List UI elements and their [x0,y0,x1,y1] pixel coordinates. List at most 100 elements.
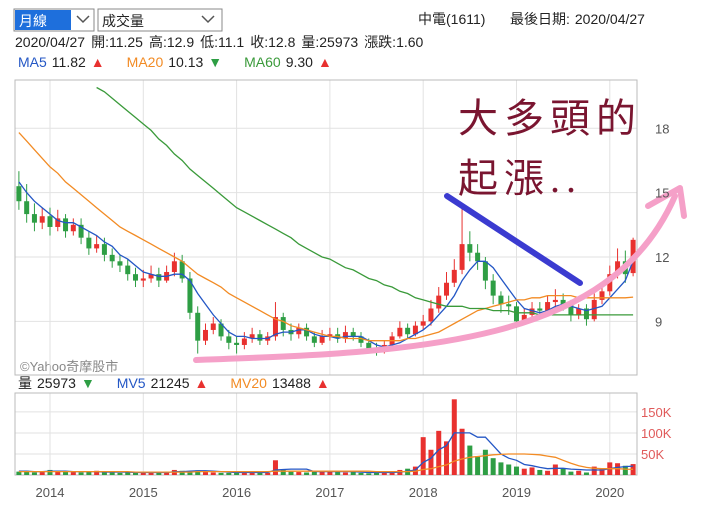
legend-arrow: ▲ [91,54,105,70]
annotation-text: 起漲.. [458,156,582,201]
legend-value: 11.82 [52,54,86,70]
legend-arrow: ▲ [195,375,209,391]
y-tick-label: 9 [655,314,662,329]
candle-body [109,254,115,262]
volume-bar [187,471,193,475]
volume-bar [451,399,457,475]
chevron [76,15,90,24]
volume-bar [265,472,271,475]
volume-bar [521,468,527,475]
period-select-text: 月線 [19,13,47,29]
candle-body [234,342,240,345]
candle-body [545,302,551,311]
candle-body [257,334,263,341]
candle-body [428,308,434,322]
volume-bar [241,472,247,475]
volume-bar [568,471,574,475]
volume-bar [47,469,53,475]
candle-body [560,299,566,305]
indicator-select[interactable]: 成交量 [97,8,223,32]
candle-body [296,327,302,335]
legend-value: 25973 [37,375,76,391]
chevron [201,15,215,24]
candle-body [133,274,139,281]
volume-bar [218,472,224,475]
candle-body [39,216,45,223]
candle-body [187,278,193,313]
volume-bar [599,468,605,475]
candle-body [444,282,450,296]
candle-body [490,280,496,296]
candle-body [55,218,61,227]
volume-bar [335,472,341,475]
volume-bar [311,471,317,475]
candle-body [537,308,543,311]
candle-body [366,342,372,350]
candle-body [156,274,162,281]
candle-body [397,327,403,337]
ma-line [18,132,634,342]
candle-body [101,244,107,255]
volume-bar [576,470,582,475]
volume-bar [482,449,488,475]
candle-body [482,261,488,281]
volume-bar [591,466,597,475]
volume-bar [156,472,162,475]
volume-bar [513,466,519,475]
volume-bar [24,470,30,475]
candle-body [47,216,53,227]
candle-body [195,312,201,341]
volume-bar [78,472,84,475]
x-tick-label: 2016 [222,485,251,500]
volume-bar [622,465,628,475]
candle-body [583,308,589,320]
candle-body [599,291,605,300]
y-tick-label: 50K [641,447,664,462]
candle-body [615,261,621,275]
legend-name: MA5 [18,54,47,70]
volume-bar [583,472,589,475]
candle-body [513,306,519,322]
candle-body [218,323,224,337]
volume-bar [436,430,442,475]
candle-body [451,269,457,283]
candle-body [117,261,123,266]
info-value: 12.8 [268,34,295,50]
candle-body [412,325,418,335]
candle-body [552,299,558,303]
volume-bar [125,472,131,475]
y-tick-label: 18 [655,121,669,136]
period-select[interactable]: 月線 [13,8,95,32]
volume-bar [140,472,146,475]
volume-bar [381,472,387,475]
candle-body [63,218,69,232]
volume-bar [133,472,139,475]
info-label: 高: [149,34,167,50]
info-label: 量: [301,34,319,50]
volume-bar [55,471,61,475]
select-box[interactable] [97,8,223,32]
volume-bar [226,472,232,475]
candle-body [342,332,348,339]
volume-bar [109,472,115,475]
info-value: 11.1 [218,34,244,50]
y-tick-label: 100K [641,426,672,441]
x-tick-label: 2019 [502,485,531,500]
candle-body [521,314,527,322]
candle-body [327,334,333,337]
candle-body [272,317,278,337]
candle-body [304,327,310,337]
volume-bar [86,471,92,475]
candle-body [249,334,255,339]
last-date-label: 最後日期: [510,11,570,27]
x-tick-label: 2020 [595,485,624,500]
volume-bar [234,472,240,475]
legend-arrow: ▲ [316,375,330,391]
candle-body [568,304,574,315]
volume-bar [374,472,380,475]
candle-body [86,237,92,249]
volume-bar [117,472,123,475]
candle-body [70,224,76,232]
info-date: 2020/04/27 [15,34,85,50]
